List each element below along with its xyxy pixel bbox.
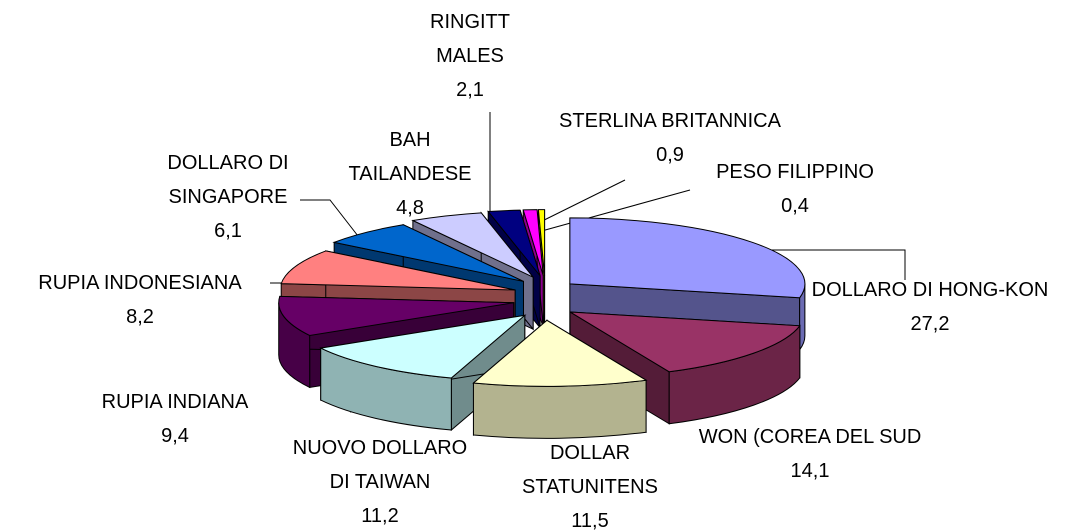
category-label: DOLLAR STATUNITENS <box>522 442 658 498</box>
slice <box>280 250 516 291</box>
slice <box>319 314 527 379</box>
category-label: WON (COREA DEL SUD <box>698 426 922 448</box>
category-label: DOLLARO DI HONG-KON <box>811 279 1049 301</box>
slice <box>569 217 806 299</box>
value-label: 2,1 <box>456 79 484 101</box>
value-label: 27,2 <box>910 313 950 335</box>
slice-side <box>472 379 647 439</box>
leader-line <box>300 199 366 246</box>
value-label: 4,8 <box>396 197 424 219</box>
slice <box>522 209 544 276</box>
category-label: RINGITT MALES <box>430 11 510 67</box>
leader-line <box>755 249 906 280</box>
value-label: 0,9 <box>656 144 684 166</box>
value-label: 11,5 <box>571 510 609 532</box>
slice-label: RUPIA INDIANA 9,4 <box>65 385 285 453</box>
slice-label: WON (COREA DEL SUD 14,1 <box>690 420 930 488</box>
category-label: PESO FILIPPINO <box>716 161 874 183</box>
value-label: 0,4 <box>781 195 809 217</box>
category-label: DOLLARO DI SINGAPORE <box>167 152 289 208</box>
slice-label: BAH TAILANDESE 4,8 <box>340 123 480 225</box>
category-label: RUPIA INDONESIANA <box>38 272 242 294</box>
category-label: RUPIA INDIANA <box>101 391 249 413</box>
category-label: BAH TAILANDESE <box>348 129 472 185</box>
slice <box>472 319 648 387</box>
category-label: STERLINA BRITANNICA <box>559 110 781 132</box>
slice-label: DOLLARO DI SINGAPORE 6,1 <box>153 146 303 248</box>
value-label: 14,1 <box>790 460 830 482</box>
slice-label: PESO FILIPPINO 0,4 <box>685 155 905 223</box>
slice <box>411 212 534 278</box>
slice <box>569 311 801 373</box>
slice-label: NUOVO DOLLARO DI TAIWAN 11,2 <box>288 431 473 532</box>
slice <box>332 224 524 282</box>
slice-label: STERLINA BRITANNICA 0,9 <box>505 104 835 172</box>
slice <box>487 209 541 277</box>
slice-label: DOLLARO DI HONG-KON 27,2 <box>800 273 1060 341</box>
value-label: 11,2 <box>361 505 399 527</box>
leader-line <box>537 189 691 233</box>
value-label: 9,4 <box>161 425 189 447</box>
value-label: 8,2 <box>126 306 154 328</box>
slice-label: RINGITT MALES 2,1 <box>420 5 520 107</box>
slice <box>537 209 546 276</box>
category-label: NUOVO DOLLARO DI TAIWAN <box>292 437 468 493</box>
slice <box>278 295 514 336</box>
slice-label: DOLLAR STATUNITENS 11,5 <box>503 436 678 532</box>
value-label: 6,1 <box>214 220 242 242</box>
slice-label: RUPIA INDONESIANA 8,2 <box>0 266 285 334</box>
